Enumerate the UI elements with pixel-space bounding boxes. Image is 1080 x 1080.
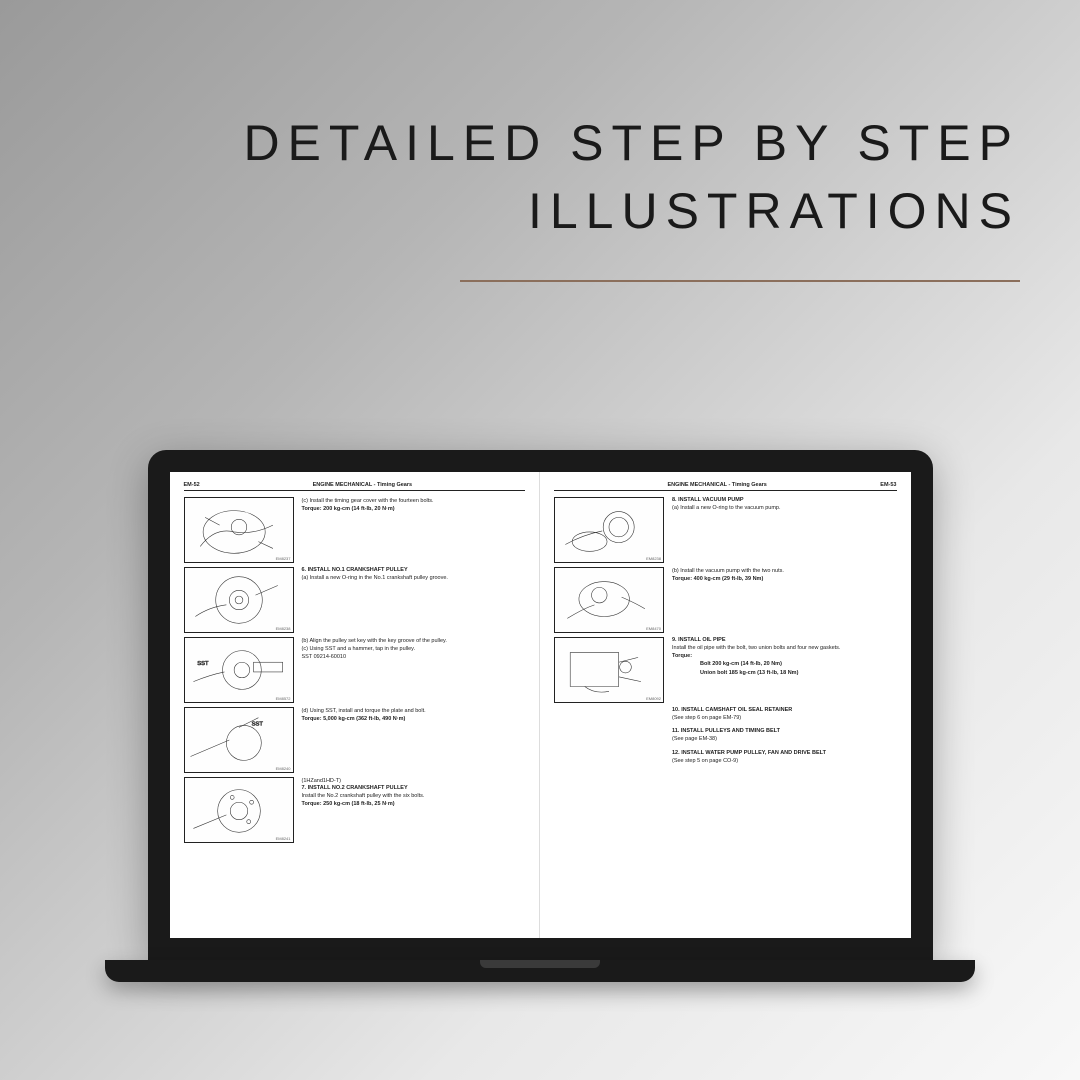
extra-steps: 10. INSTALL CAMSHAFT OIL SEAL RETAINER (… bbox=[672, 707, 897, 765]
step-text: 6. INSTALL NO.1 CRANKSHAFT PULLEY (a) In… bbox=[302, 567, 526, 582]
step-row: EM8241 (1HZand1HD-T) 7. INSTALL NO.2 CRA… bbox=[184, 777, 526, 843]
illus-id: EM8241 bbox=[276, 836, 291, 841]
laptop-mockup: EM-52 ENGINE MECHANICAL - Timing Gears E… bbox=[105, 450, 975, 982]
headline-line-1: DETAILED STEP BY STEP bbox=[243, 110, 1020, 178]
illustration: SST EM8240 bbox=[184, 707, 294, 773]
illus-id: EM8572 bbox=[276, 696, 291, 701]
document-page-right: ENGINE MECHANICAL - Timing Gears EM-53 E… bbox=[540, 472, 911, 938]
step-text: (d) Using SST, install and torque the pl… bbox=[302, 707, 526, 723]
step-row: SST EM8240 (d) Using SST, install and to… bbox=[184, 707, 526, 773]
laptop-base bbox=[105, 960, 975, 982]
illus-id: EM8237 bbox=[276, 556, 291, 561]
headline: DETAILED STEP BY STEP ILLUSTRATIONS bbox=[243, 110, 1020, 245]
step-text: (b) Align the pulley set key with the ke… bbox=[302, 637, 526, 661]
illus-id: EM8240 bbox=[276, 766, 291, 771]
illus-id: EM8238 bbox=[276, 626, 291, 631]
page-header-left: EM-52 ENGINE MECHANICAL - Timing Gears bbox=[184, 482, 526, 491]
illus-id: EM8470 bbox=[646, 626, 661, 631]
step-text: 10. INSTALL CAMSHAFT OIL SEAL RETAINER (… bbox=[672, 707, 897, 722]
step-text: 8. INSTALL VACUUM PUMP (a) Install a new… bbox=[672, 497, 897, 512]
step-text: 9. INSTALL OIL PIPE Install the oil pipe… bbox=[672, 637, 897, 677]
step-row: SST EM8572 (b) Align the pulley set key … bbox=[184, 637, 526, 703]
step-text: 12. INSTALL WATER PUMP PULLEY, FAN AND D… bbox=[672, 750, 897, 765]
step-row: EM8238 8. INSTALL VACUUM PUMP (a) Instal… bbox=[554, 497, 897, 563]
illustration: EM8241 bbox=[184, 777, 294, 843]
illustration: EM8238 bbox=[184, 567, 294, 633]
illustration: EM8470 bbox=[554, 567, 664, 633]
laptop-notch bbox=[480, 960, 600, 968]
headline-underline bbox=[460, 280, 1020, 282]
laptop-screen: EM-52 ENGINE MECHANICAL - Timing Gears E… bbox=[170, 472, 911, 938]
step-row: EM8237 (c) Install the timing gear cover… bbox=[184, 497, 526, 563]
document-page-left: EM-52 ENGINE MECHANICAL - Timing Gears E… bbox=[170, 472, 541, 938]
illustration: SST EM8572 bbox=[184, 637, 294, 703]
step-row: EM8092 9. INSTALL OIL PIPE Install the o… bbox=[554, 637, 897, 703]
step-text: 11. INSTALL PULLEYS AND TIMING BELT (See… bbox=[672, 728, 897, 743]
page-num-right: EM-53 bbox=[880, 482, 896, 488]
step-row: EM8470 (b) Install the vacuum pump with … bbox=[554, 567, 897, 633]
laptop-bezel: EM-52 ENGINE MECHANICAL - Timing Gears E… bbox=[148, 450, 933, 960]
illustration: EM8092 bbox=[554, 637, 664, 703]
illustration: EM8237 bbox=[184, 497, 294, 563]
page-title-left: ENGINE MECHANICAL - Timing Gears bbox=[200, 482, 525, 488]
step-row: EM8238 6. INSTALL NO.1 CRANKSHAFT PULLEY… bbox=[184, 567, 526, 633]
step-text: (b) Install the vacuum pump with the two… bbox=[672, 567, 897, 583]
headline-line-2: ILLUSTRATIONS bbox=[243, 178, 1020, 246]
illustration: EM8238 bbox=[554, 497, 664, 563]
illus-id: EM8092 bbox=[646, 696, 661, 701]
svg-text:SST: SST bbox=[251, 721, 263, 727]
page-title-right: ENGINE MECHANICAL - Timing Gears bbox=[554, 482, 880, 488]
page-num-left: EM-52 bbox=[184, 482, 200, 488]
svg-text:SST: SST bbox=[197, 661, 209, 667]
illus-id: EM8238 bbox=[646, 556, 661, 561]
step-text: (c) Install the timing gear cover with t… bbox=[302, 497, 526, 513]
step-text: (1HZand1HD-T) 7. INSTALL NO.2 CRANKSHAFT… bbox=[302, 777, 526, 809]
page-header-right: ENGINE MECHANICAL - Timing Gears EM-53 bbox=[554, 482, 897, 491]
